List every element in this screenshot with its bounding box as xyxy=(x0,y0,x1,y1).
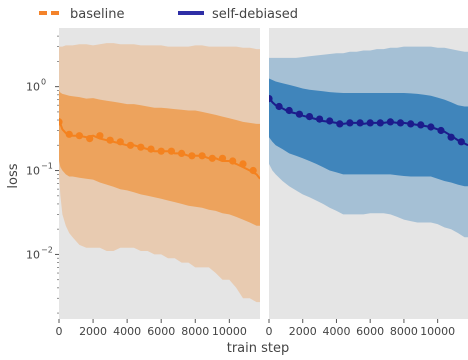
marker-baseline xyxy=(96,132,104,140)
marker-self-debiased xyxy=(336,120,344,128)
x-tick-label: 0 xyxy=(266,325,273,338)
marker-baseline xyxy=(147,145,155,153)
marker-baseline xyxy=(157,147,165,155)
marker-baseline xyxy=(86,135,94,143)
y-tick-label: 10 xyxy=(26,248,40,261)
marker-baseline xyxy=(65,130,73,138)
marker-self-debiased xyxy=(386,118,394,126)
y-tick-label: 10 xyxy=(26,165,40,178)
marker-baseline xyxy=(229,157,237,165)
legend: baseline self-debiased xyxy=(39,7,298,22)
x-tick-label: 0 xyxy=(56,325,63,338)
marker-baseline xyxy=(188,152,196,160)
marker-baseline xyxy=(116,138,124,146)
x-tick-label: 10000 xyxy=(212,325,247,338)
marker-self-debiased xyxy=(305,113,314,121)
marker-self-debiased xyxy=(366,119,374,127)
x-tick-label: 2000 xyxy=(289,325,317,338)
marker-self-debiased xyxy=(275,102,283,111)
marker-self-debiased xyxy=(376,119,384,127)
inner-band-self-debiased xyxy=(269,78,468,187)
marker-self-debiased xyxy=(295,110,303,118)
inner-band-baseline xyxy=(59,90,260,226)
marker-baseline xyxy=(59,118,63,126)
marker-baseline xyxy=(106,136,114,144)
x-tick-label: 8000 xyxy=(390,325,418,338)
marker-self-debiased xyxy=(326,117,334,125)
marker-baseline xyxy=(208,154,216,162)
plot-layer xyxy=(269,46,468,238)
y-axis-label: loss xyxy=(6,163,21,188)
marker-baseline xyxy=(178,149,186,157)
marker-baseline xyxy=(137,143,145,151)
y-tick-exponent: −2 xyxy=(41,245,53,254)
x-tick-label: 6000 xyxy=(147,325,175,338)
y-tick-exponent: 0 xyxy=(41,78,46,87)
marker-self-debiased xyxy=(285,106,293,115)
marker-self-debiased xyxy=(457,138,465,146)
marker-self-debiased xyxy=(437,126,445,135)
marker-baseline xyxy=(126,141,135,149)
marker-baseline xyxy=(75,132,83,140)
marker-baseline xyxy=(218,154,227,162)
legend-label-baseline: baseline xyxy=(70,7,124,22)
marker-self-debiased xyxy=(396,119,405,127)
marker-self-debiased xyxy=(316,115,324,123)
marker-baseline xyxy=(198,152,206,160)
marker-baseline xyxy=(249,166,257,175)
marker-self-debiased xyxy=(269,95,273,103)
plot-layer xyxy=(59,43,260,303)
marker-self-debiased xyxy=(427,123,435,131)
y-tick-label: 10 xyxy=(26,81,40,94)
x-tick-label: 2000 xyxy=(79,325,107,338)
marker-self-debiased xyxy=(447,133,455,141)
marker-self-debiased xyxy=(417,121,425,129)
x-tick-label: 4000 xyxy=(322,325,350,338)
marker-self-debiased xyxy=(356,119,364,127)
x-tick-label: 10000 xyxy=(420,325,455,338)
marker-self-debiased xyxy=(407,120,415,128)
x-tick-label: 6000 xyxy=(356,325,384,338)
marker-baseline xyxy=(239,160,247,168)
x-axis-label: train step xyxy=(227,341,290,356)
x-tick-label: 8000 xyxy=(181,325,209,338)
legend-label-self-debiased: self-debiased xyxy=(212,7,298,22)
marker-baseline xyxy=(167,147,175,155)
x-tick-label: 4000 xyxy=(113,325,141,338)
panel-2: 0 2000 4000 6000 8000 10000 xyxy=(266,28,468,338)
y-tick-exponent: −1 xyxy=(41,162,53,171)
marker-self-debiased xyxy=(346,119,354,127)
